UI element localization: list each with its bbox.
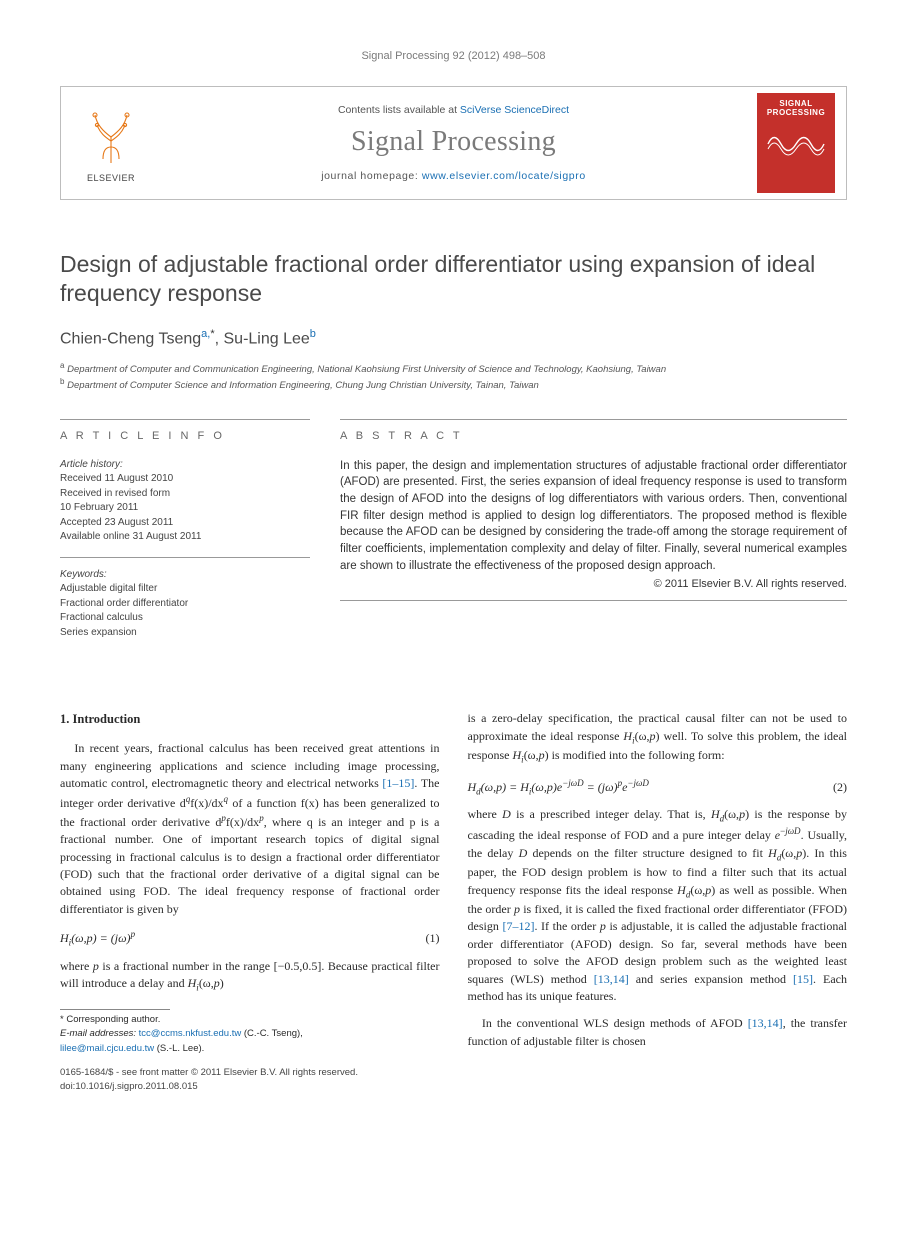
email-1[interactable]: tcc@ccms.nkfust.edu.tw <box>139 1028 242 1039</box>
equation-1: Hi(ω,p) = (jω)p (1) <box>60 928 440 949</box>
ref-1-15[interactable]: [1–15] <box>382 776 414 790</box>
elsevier-tree-icon <box>83 107 139 173</box>
keyword-2: Fractional order differentiator <box>60 597 310 612</box>
masthead-center: Contents lists available at SciVerse Sci… <box>161 87 746 199</box>
intro-p2: where p is a fractional number in the ra… <box>60 958 440 995</box>
journal-cover: SIGNAL PROCESSING <box>757 93 835 193</box>
history-revised-1: Received in revised form <box>60 487 310 502</box>
email-label: E-mail addresses: <box>60 1028 139 1039</box>
intro-p5: In the conventional WLS design methods o… <box>468 1015 848 1050</box>
author-2-affiliation-link[interactable]: b <box>310 328 316 340</box>
equation-2: Hd(ω,p) = Hi(ω,p)e−jωD = (jω)pe−jωD (2) <box>468 777 848 798</box>
email-line-2: lilee@mail.cjcu.edu.tw (S.-L. Lee). <box>60 1043 440 1056</box>
article-info: A R T I C L E I N F O Article history: R… <box>60 419 310 641</box>
eq2-body: Hd(ω,p) = Hi(ω,p)e−jωD = (jω)pe−jωD <box>468 777 649 798</box>
affiliation-a-text: Department of Computer and Communication… <box>67 364 666 375</box>
author-1-affiliation-link[interactable]: a, <box>201 328 210 340</box>
email-1-who: (C.-C. Tseng), <box>241 1028 303 1039</box>
history-received: Received 11 August 2010 <box>60 472 310 487</box>
author-separator: , <box>215 330 224 347</box>
author-2: Su-Ling Lee <box>224 330 310 347</box>
front-matter: 0165-1684/$ - see front matter © 2011 El… <box>60 1066 440 1094</box>
p1f: , where q is an integer and p is a fract… <box>60 815 440 916</box>
ref-13-14b[interactable]: [13,14] <box>748 1016 783 1030</box>
article-title: Design of adjustable fractional order di… <box>60 250 847 308</box>
p1c: f(x)/dx <box>190 796 223 810</box>
eq1-num: (1) <box>426 930 440 947</box>
abstract-copyright: © 2011 Elsevier B.V. All rights reserved… <box>340 578 847 601</box>
publisher-logo-cell: ELSEVIER <box>61 87 161 199</box>
p4c: and series expansion method <box>629 972 793 986</box>
email-2-who: (S.-L. Lee). <box>154 1043 204 1054</box>
journal-title: Signal Processing <box>351 126 556 158</box>
journal-cover-title: SIGNAL PROCESSING <box>761 99 831 117</box>
intro-p4: where D is a prescribed integer delay. T… <box>468 806 848 1005</box>
eq1-body: Hi(ω,p) = (jω)p <box>60 928 135 949</box>
p5a: In the conventional WLS design methods o… <box>482 1016 748 1030</box>
sciencedirect-link[interactable]: SciVerse ScienceDirect <box>460 104 569 116</box>
corresponding-author-note: * Corresponding author. <box>60 1014 440 1027</box>
ref-15[interactable]: [15] <box>793 972 813 986</box>
masthead: ELSEVIER Contents lists available at Sci… <box>60 86 847 200</box>
keywords-label: Keywords: <box>60 568 310 583</box>
abstract-text: In this paper, the design and implementa… <box>340 458 847 575</box>
article-history: Article history: Received 11 August 2010… <box>60 458 310 558</box>
keyword-1: Adjustable digital filter <box>60 582 310 597</box>
homepage-prefix: journal homepage: <box>321 170 422 182</box>
contents-prefix: Contents lists available at <box>338 104 460 116</box>
keyword-4: Series expansion <box>60 626 310 641</box>
keyword-3: Fractional calculus <box>60 611 310 626</box>
email-2[interactable]: lilee@mail.cjcu.edu.tw <box>60 1043 154 1054</box>
history-accepted: Accepted 23 August 2011 <box>60 516 310 531</box>
history-online: Available online 31 August 2011 <box>60 530 310 545</box>
email-line: E-mail addresses: tcc@ccms.nkfust.edu.tw… <box>60 1028 440 1041</box>
p3a: is a zero-delay specification, the pract… <box>468 711 848 762</box>
footnote-separator <box>60 1009 170 1010</box>
journal-cover-cell: SIGNAL PROCESSING <box>746 87 846 199</box>
intro-p3: is a zero-delay specification, the pract… <box>468 710 848 766</box>
footnotes: * Corresponding author. E-mail addresses… <box>60 1014 440 1056</box>
intro-p1: In recent years, fractional calculus has… <box>60 740 440 918</box>
elsevier-logo: ELSEVIER <box>76 103 146 183</box>
eq2-num: (2) <box>833 779 847 796</box>
journal-cover-wave-icon <box>766 129 826 159</box>
authors: Chien-Cheng Tsenga,*, Su-Ling Leeb <box>60 328 847 348</box>
p1e: f(x)/dx <box>226 815 259 829</box>
p2a: where p is a fractional number in the ra… <box>60 959 440 990</box>
affiliation-b-text: Department of Computer Science and Infor… <box>67 380 539 391</box>
contents-line: Contents lists available at SciVerse Sci… <box>338 104 569 116</box>
homepage-line: journal homepage: www.elsevier.com/locat… <box>321 170 586 182</box>
body-columns: 1. Introduction In recent years, fractio… <box>60 710 847 1093</box>
ref-13-14[interactable]: [13,14] <box>594 972 629 986</box>
info-abstract-grid: A R T I C L E I N F O Article history: R… <box>60 419 847 641</box>
ref-7-12[interactable]: [7–12] <box>502 919 534 933</box>
history-revised-2: 10 February 2011 <box>60 501 310 516</box>
affiliations: a Department of Computer and Communicati… <box>60 360 847 393</box>
front-matter-doi: doi:10.1016/j.sigpro.2011.08.015 <box>60 1080 440 1094</box>
abstract-head: A B S T R A C T <box>340 419 847 442</box>
abstract: A B S T R A C T In this paper, the desig… <box>340 419 847 641</box>
article-info-head: A R T I C L E I N F O <box>60 419 310 442</box>
affiliation-b: b Department of Computer Science and Inf… <box>60 376 847 392</box>
elsevier-label: ELSEVIER <box>87 173 135 183</box>
keywords: Keywords: Adjustable digital filter Frac… <box>60 568 310 641</box>
running-head: Signal Processing 92 (2012) 498–508 <box>60 50 847 62</box>
section-1-heading: 1. Introduction <box>60 710 440 728</box>
front-matter-line-1: 0165-1684/$ - see front matter © 2011 El… <box>60 1066 440 1080</box>
affiliation-a: a Department of Computer and Communicati… <box>60 360 847 376</box>
history-label: Article history: <box>60 458 310 473</box>
p4a: where D is a prescribed integer delay. T… <box>468 807 848 933</box>
author-1: Chien-Cheng Tseng <box>60 330 201 347</box>
homepage-link[interactable]: www.elsevier.com/locate/sigpro <box>422 170 586 182</box>
